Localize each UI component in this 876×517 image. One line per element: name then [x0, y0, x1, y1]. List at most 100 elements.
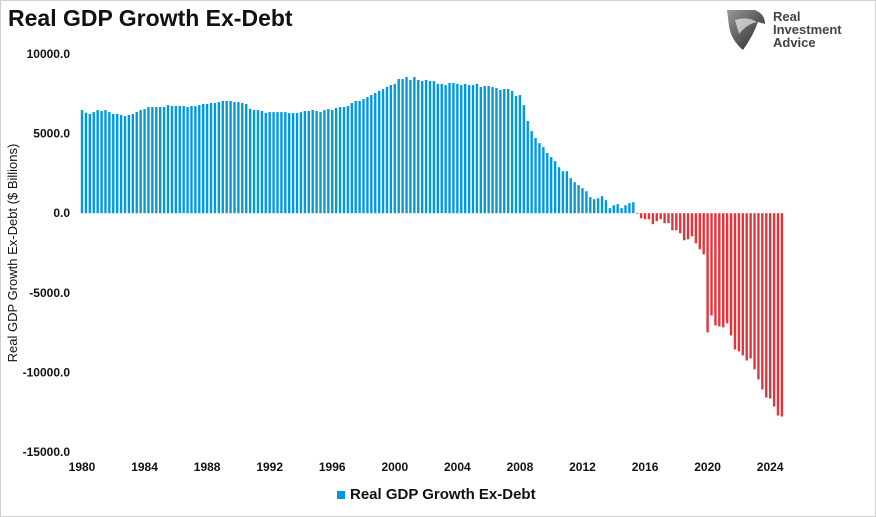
- bar: [166, 105, 170, 214]
- bar: [233, 102, 236, 214]
- bar: [436, 83, 440, 214]
- bar: [702, 213, 705, 255]
- bar: [506, 89, 510, 214]
- bar: [741, 213, 744, 356]
- bar: [553, 161, 557, 214]
- logo-text-line1: Real: [773, 9, 801, 24]
- bar: [452, 82, 455, 214]
- bar: [237, 102, 240, 214]
- x-tick-label: 2016: [632, 460, 659, 474]
- bar: [346, 106, 350, 214]
- bar: [409, 79, 412, 214]
- bar: [186, 107, 189, 214]
- bar: [88, 114, 92, 214]
- bar: [338, 107, 342, 214]
- bar: [467, 85, 471, 214]
- bar: [284, 112, 287, 214]
- bar: [510, 90, 514, 214]
- bar: [679, 213, 682, 234]
- bar: [596, 198, 600, 214]
- bar: [682, 213, 686, 241]
- bar: [475, 83, 479, 214]
- bar: [725, 213, 729, 324]
- x-tick-label: 2020: [694, 460, 721, 474]
- bar: [530, 131, 533, 214]
- bar: [718, 213, 721, 327]
- bar: [405, 76, 408, 214]
- bar: [577, 185, 580, 214]
- bar: [753, 213, 756, 370]
- bar: [202, 103, 205, 214]
- bar: [585, 191, 588, 214]
- bar: [291, 113, 295, 214]
- bar: [288, 113, 291, 214]
- bar: [221, 100, 224, 214]
- bar: [178, 106, 181, 214]
- x-tick-label: 2012: [569, 460, 596, 474]
- bar: [647, 213, 651, 220]
- bar: [299, 112, 303, 214]
- y-axis-label: Real GDP Growth Ex-Debt ($ Billions): [5, 144, 20, 363]
- bar: [456, 83, 459, 214]
- bar: [295, 113, 299, 214]
- bar: [651, 213, 655, 225]
- bar: [581, 188, 584, 214]
- bar: [245, 103, 248, 214]
- bar: [100, 110, 103, 214]
- bar: [174, 106, 178, 214]
- bar: [659, 213, 662, 220]
- bar: [737, 213, 741, 352]
- bar: [190, 106, 193, 214]
- bar: [479, 86, 483, 214]
- bar: [706, 213, 709, 333]
- bar: [80, 110, 84, 214]
- bar: [768, 213, 772, 399]
- bar: [159, 107, 162, 214]
- bar: [526, 121, 529, 214]
- bar: [162, 107, 166, 214]
- bar: [264, 113, 267, 214]
- bar: [444, 85, 447, 214]
- bar: [252, 110, 256, 214]
- x-tick-label: 2008: [507, 460, 534, 474]
- bar: [303, 110, 307, 214]
- bar: [550, 157, 553, 214]
- bar: [636, 213, 639, 214]
- y-tick-label: 0.0: [53, 206, 70, 220]
- bar: [307, 110, 310, 214]
- logo-text-line2: Investment: [773, 22, 842, 37]
- bar: [686, 213, 690, 240]
- bar: [115, 114, 119, 214]
- x-tick-labels: 1980 1984 1988 1992 1996 2000 2004 2008 2012 2016…: [69, 460, 784, 474]
- bar: [518, 95, 522, 214]
- bar: [639, 213, 643, 219]
- bar: [276, 112, 279, 214]
- bar: [139, 110, 142, 214]
- bar: [569, 178, 572, 214]
- bar: [131, 114, 135, 214]
- bar: [612, 205, 615, 214]
- bar: [401, 78, 404, 214]
- bar: [260, 110, 264, 214]
- logo: Real Investment Advice: [725, 6, 865, 54]
- bar: [448, 82, 451, 214]
- bar: [776, 213, 780, 416]
- bars: [80, 76, 784, 417]
- bar: [194, 106, 197, 214]
- bar: [319, 112, 322, 214]
- x-tick-label: 2004: [444, 460, 471, 474]
- bar: [209, 103, 213, 214]
- bar: [491, 86, 494, 214]
- x-tick-label: 1996: [319, 460, 346, 474]
- bar: [514, 96, 518, 214]
- bar: [119, 114, 123, 214]
- y-tick-label: -15000.0: [23, 445, 71, 459]
- bar: [366, 96, 369, 214]
- bar: [420, 81, 424, 214]
- bar: [632, 202, 635, 214]
- bar: [393, 83, 396, 214]
- x-tick-label: 1988: [194, 460, 221, 474]
- y-tick-label: 10000.0: [27, 47, 71, 61]
- bar: [487, 86, 490, 214]
